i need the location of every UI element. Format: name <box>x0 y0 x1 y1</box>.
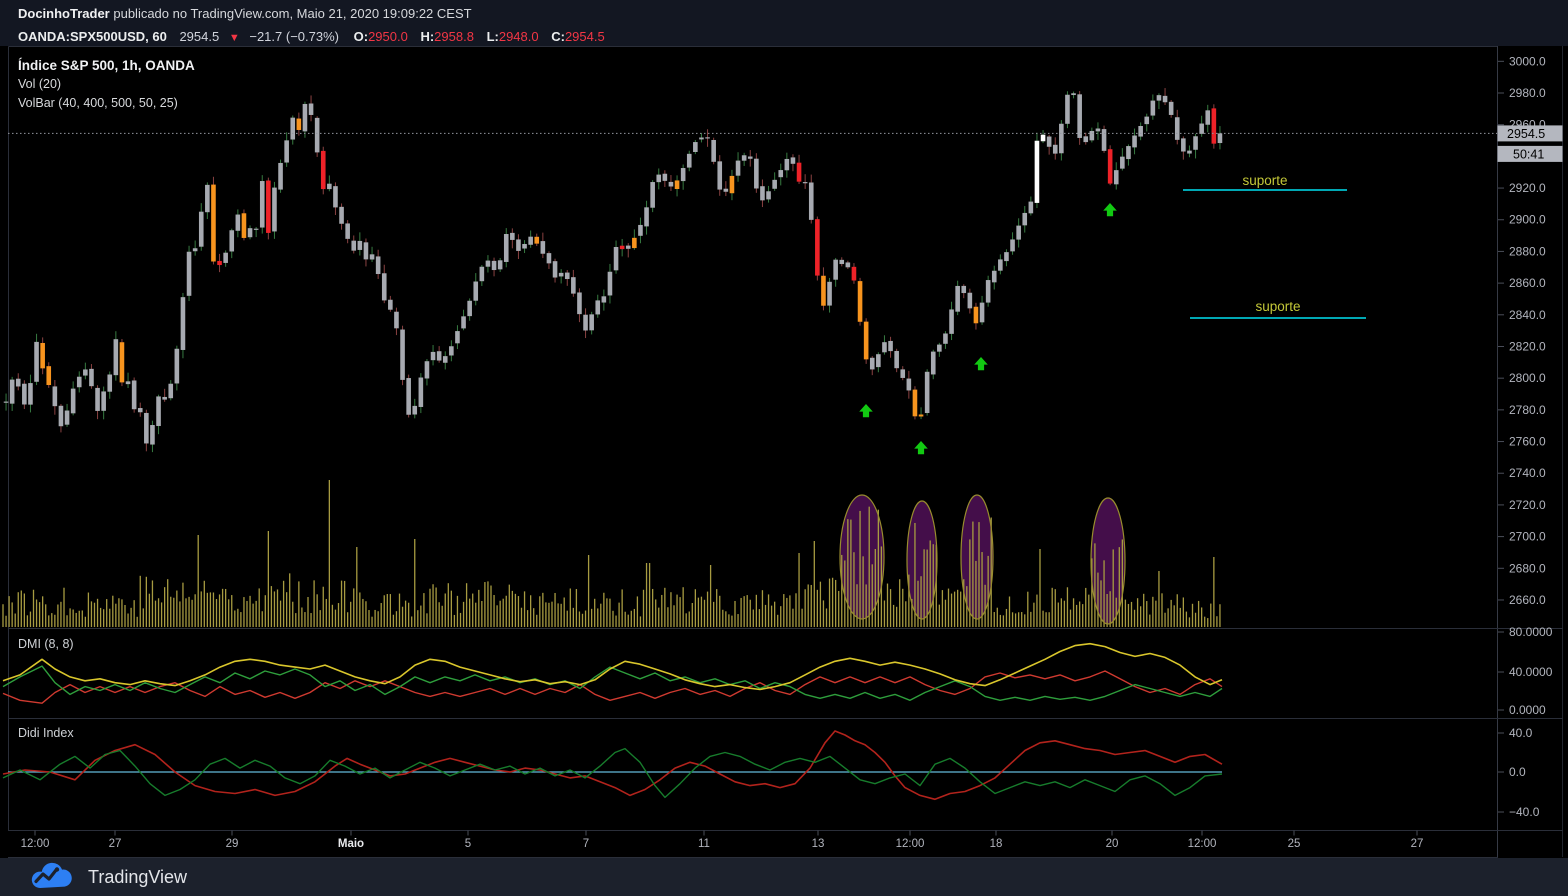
buy-arrow-icon[interactable] <box>974 357 988 371</box>
price-tick: 2780.0 <box>1509 403 1546 417</box>
time-tick: 29 <box>226 838 239 850</box>
high-label: H: <box>420 29 435 44</box>
price-tick: 2860.0 <box>1509 276 1546 290</box>
close-label: C: <box>551 29 565 44</box>
didi-green-line <box>2 747 1223 799</box>
price-tick: 2700.0 <box>1509 530 1546 544</box>
time-tick: Maio <box>338 838 364 850</box>
open-label: O: <box>353 29 369 44</box>
last-price: 2954.5 <box>179 29 220 44</box>
annotations <box>8 132 1497 455</box>
price-change: −21.7 (−0.73%) <box>249 29 339 44</box>
time-tick: 12:00 <box>21 838 50 850</box>
highlight-ellipse[interactable] <box>1091 498 1125 624</box>
time-tick: 13 <box>812 838 825 850</box>
volume-pane <box>2 480 1221 627</box>
price-tick: 2900.0 <box>1509 213 1546 227</box>
support-label[interactable]: suporte <box>1255 299 1300 314</box>
price-tick: 2720.0 <box>1509 498 1546 512</box>
price-tick: 2680.0 <box>1509 561 1546 575</box>
buy-arrow-icon[interactable] <box>914 441 928 455</box>
chart-canvas[interactable]: 2660.02680.02700.02720.02740.02760.02780… <box>0 46 1568 858</box>
time-tick: 27 <box>1411 838 1424 850</box>
time-tick: 11 <box>698 838 710 850</box>
svg-text:2954.5: 2954.5 <box>1507 127 1545 141</box>
down-triangle-icon: ▼ <box>228 32 240 44</box>
last-price-axis-label <box>1497 125 1563 142</box>
dmi-tick: 40.0000 <box>1509 665 1553 679</box>
low-label: L: <box>486 29 499 44</box>
open-value: 2950.0 <box>368 29 408 44</box>
didi-tick: 40.0 <box>1509 726 1533 740</box>
symbol-bar: OANDA:SPX500USD, 60 2954.5 ▼ −21.7 (−0.7… <box>0 27 1568 46</box>
price-tick: 2840.0 <box>1509 308 1546 322</box>
price-tick: 2980.0 <box>1509 86 1546 100</box>
symbol-name: OANDA:SPX500USD, 60 <box>18 29 167 44</box>
time-tick: 12:00 <box>896 838 925 850</box>
bar-countdown-label <box>1497 145 1563 162</box>
publish-bar: DocinhoTrader publicado no TradingView.c… <box>0 0 1568 27</box>
time-tick: 7 <box>583 838 589 850</box>
svg-text:50:41: 50:41 <box>1513 148 1544 162</box>
price-tick: 2880.0 <box>1509 244 1546 258</box>
buy-arrow-icon[interactable] <box>1103 203 1117 217</box>
dmi-minus-di-line <box>2 670 1223 704</box>
tradingview-brand-text[interactable]: TradingView <box>88 866 188 887</box>
price-tick: 2920.0 <box>1509 181 1546 195</box>
price-pane-candles <box>3 88 1223 453</box>
price-axis[interactable]: 2660.0 2680.0 2700.0 2720.0 2740.0 2760.0 2780… <box>1497 46 1568 858</box>
dmi-plus-di-line <box>2 665 1223 701</box>
time-tick: 27 <box>109 838 122 850</box>
price-tick: 2660.0 <box>1509 593 1546 607</box>
high-value: 2958.8 <box>434 29 474 44</box>
low-value: 2948.0 <box>498 29 539 44</box>
dmi-tick: 0.0000 <box>1509 703 1546 717</box>
footer-bar: TradingView <box>0 858 1568 896</box>
time-axis[interactable]: 12:00 27 29 Maio 5 7 11 13 12:00 18 20 12:00 25 27 <box>21 830 1424 851</box>
price-tick: 3000.0 <box>1509 54 1546 68</box>
publish-info: publicado no TradingView.com, Maio 21, 2… <box>109 6 472 21</box>
price-tick: 2760.0 <box>1509 435 1546 449</box>
dmi-adx-line <box>2 642 1223 691</box>
didi-red-line <box>2 730 1223 801</box>
didi-tick: 0.0 <box>1509 765 1526 779</box>
support-label[interactable]: suporte <box>1242 173 1287 188</box>
price-tick: 2820.0 <box>1509 339 1546 353</box>
volume-ellipse-strokes <box>839 494 1126 625</box>
close-value: 2954.5 <box>564 29 605 44</box>
didi-tick: −40.0 <box>1509 805 1540 819</box>
buy-arrow-icon[interactable] <box>859 404 873 418</box>
time-tick: 25 <box>1288 838 1301 850</box>
time-tick: 20 <box>1106 838 1119 850</box>
indicator-panes <box>2 642 1223 801</box>
time-tick: 18 <box>990 838 1003 850</box>
tradingview-logo-icon[interactable] <box>28 862 78 892</box>
time-tick: 12:00 <box>1188 838 1217 850</box>
price-tick: 2800.0 <box>1509 371 1546 385</box>
author-name: DocinhoTrader <box>18 6 110 21</box>
dmi-tick: 80.0000 <box>1509 625 1553 639</box>
price-tick: 2740.0 <box>1509 466 1546 480</box>
time-tick: 5 <box>465 838 471 850</box>
